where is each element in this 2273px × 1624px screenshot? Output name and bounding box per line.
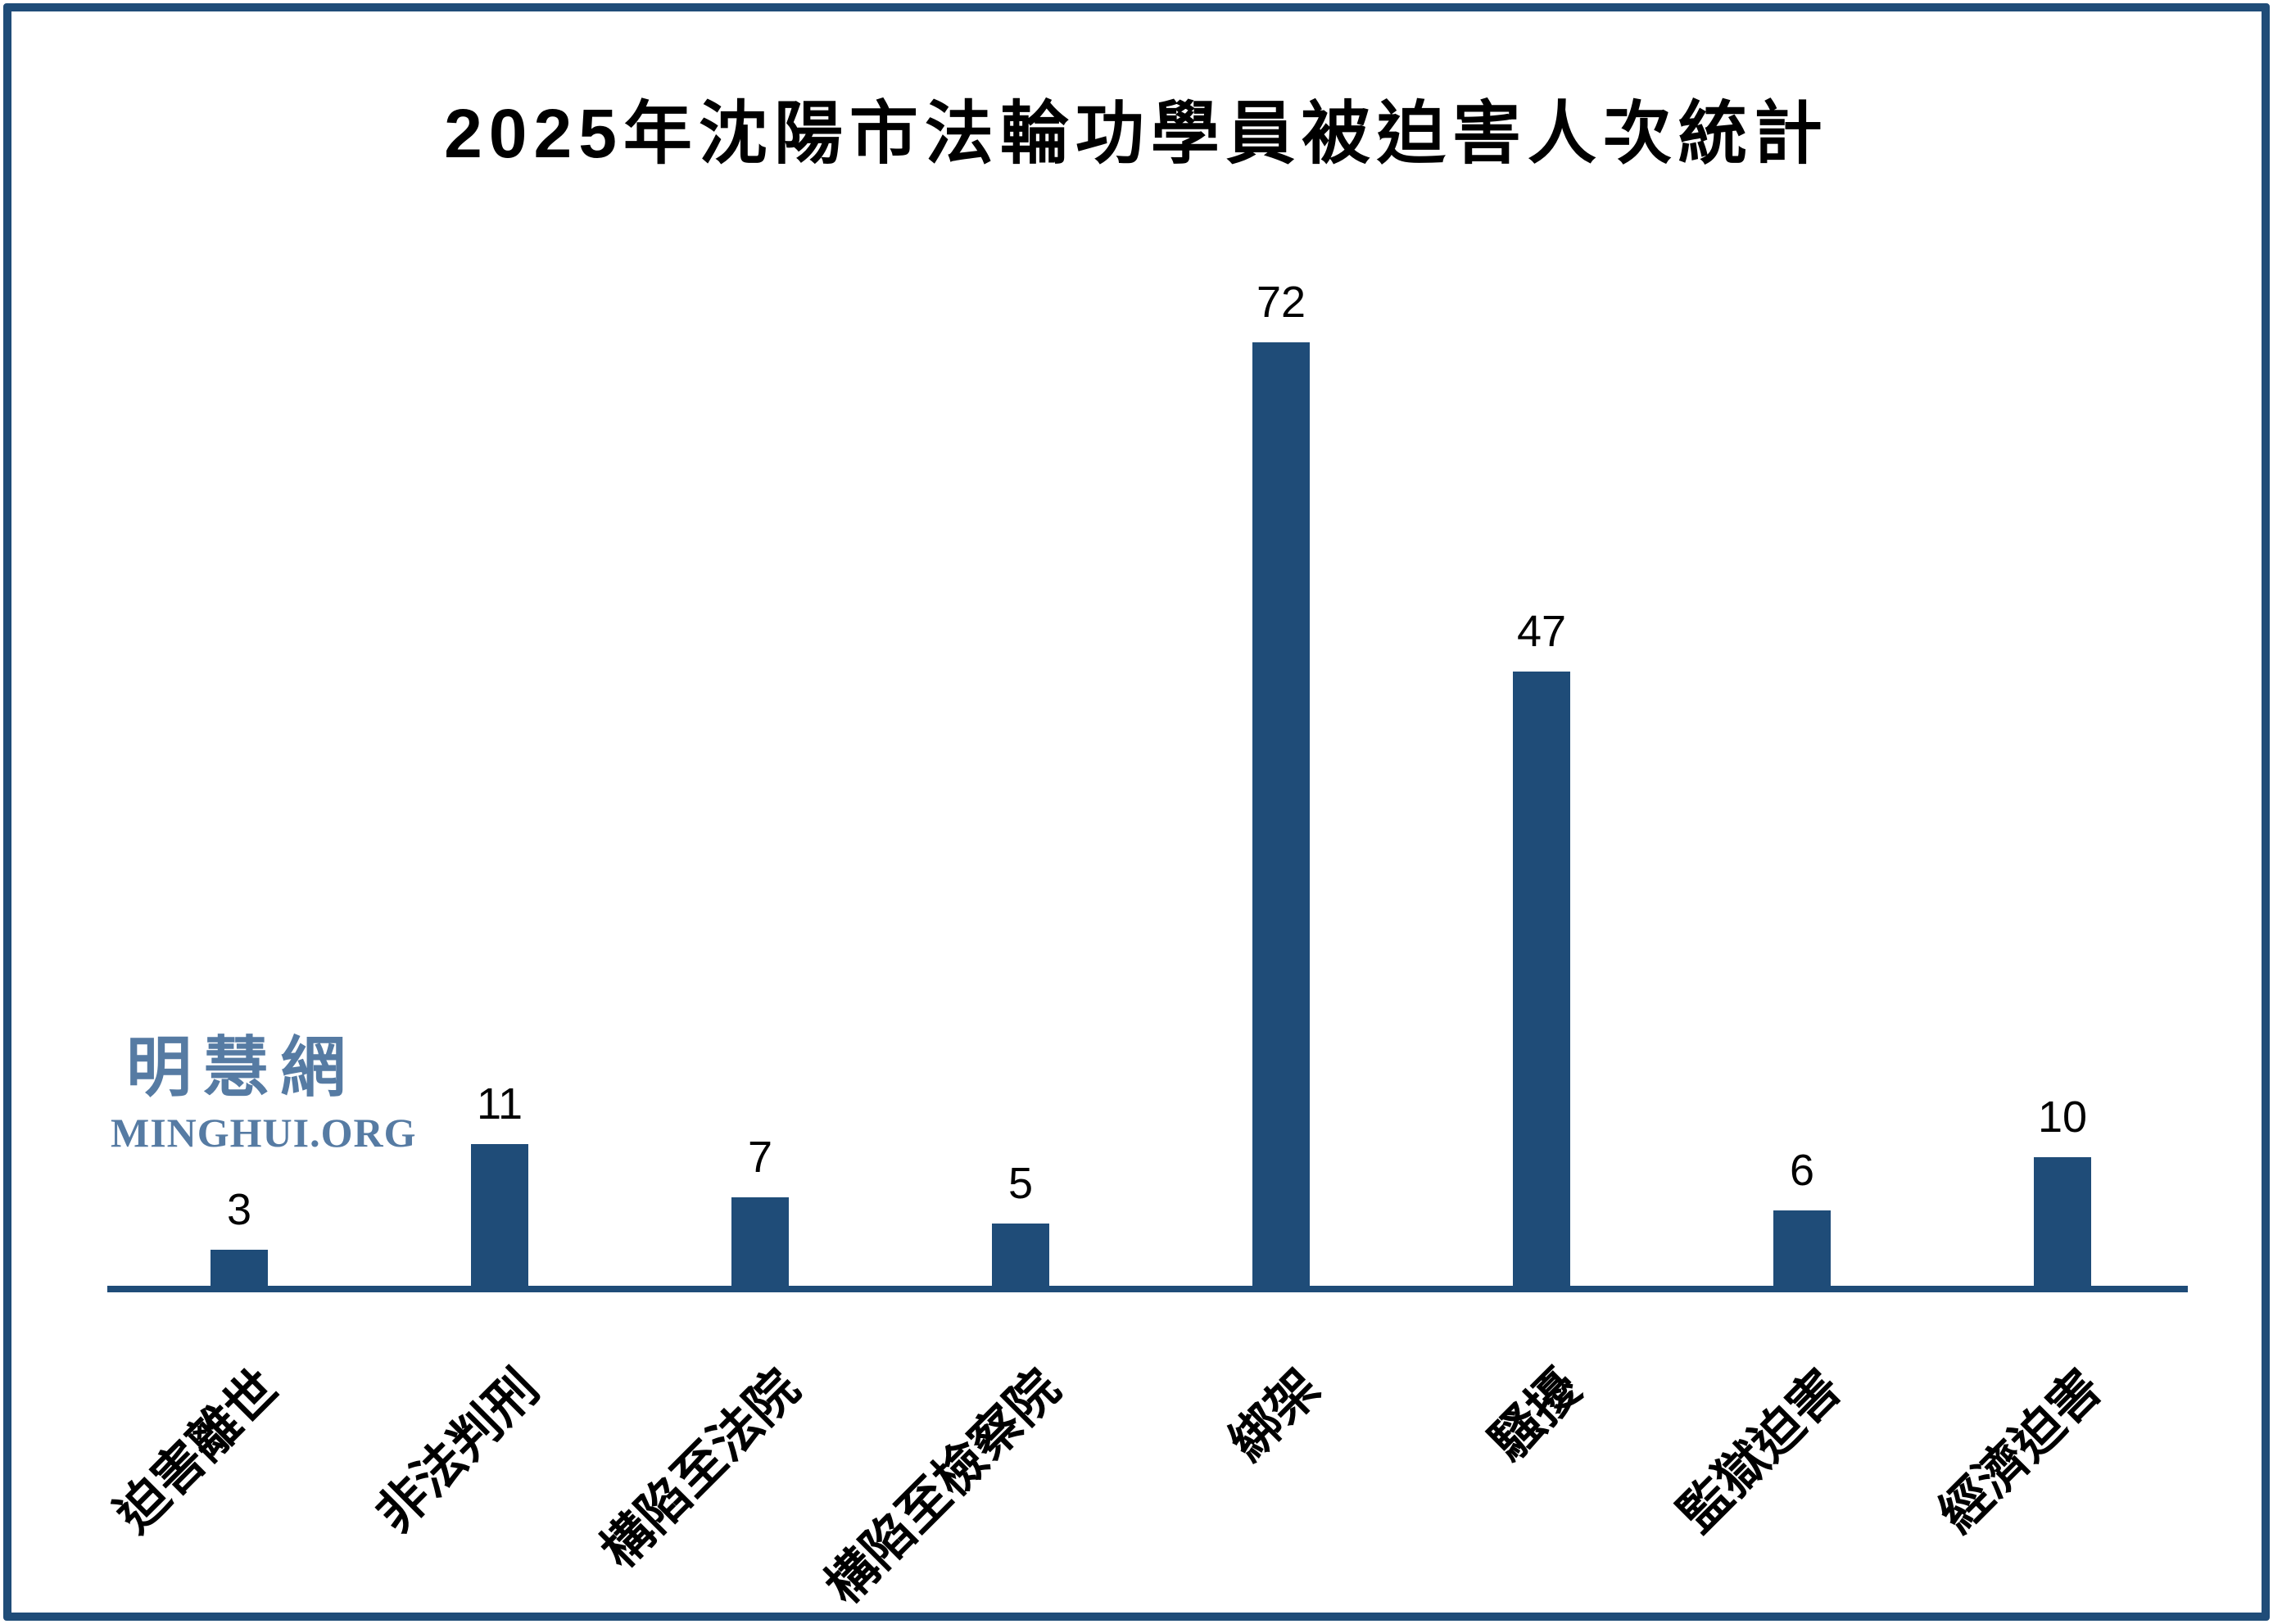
bar: [731, 1197, 789, 1289]
bar: [1252, 342, 1310, 1289]
bar-column: 7 構陷至法院: [591, 0, 890, 1624]
x-axis-label: 非法判刑: [365, 1359, 550, 1544]
watermark-latin-text: MINGHUI.ORG: [111, 1110, 417, 1156]
x-axis-label: 綁架: [1219, 1359, 1331, 1472]
x-axis-label: 經濟迫害: [1928, 1359, 2112, 1544]
bar-value-label: 72: [1256, 278, 1306, 327]
bar-value-label: 11: [476, 1079, 523, 1129]
watermark-chinese-text: 明慧網: [126, 1031, 357, 1104]
bar-value-label: 10: [2037, 1092, 2088, 1142]
bar-value-label: 7: [747, 1133, 773, 1182]
bar-column: 72 綁架: [1151, 0, 1411, 1624]
bar-value-label: 5: [1007, 1159, 1034, 1208]
bar-column: 47 騷擾: [1411, 0, 1672, 1624]
x-axis-label: 監獄迫害: [1668, 1359, 1852, 1544]
bar-value-label: 47: [1516, 607, 1567, 656]
bar: [211, 1250, 268, 1289]
x-axis-label: 迫害離世: [105, 1359, 289, 1544]
bar: [1513, 672, 1570, 1289]
minghui-watermark: 明慧網 MINGHUI.ORG: [111, 1031, 417, 1156]
bar-column: 5 構陷至檢察院: [815, 0, 1151, 1624]
bar-column: 6 監獄迫害: [1669, 0, 1932, 1624]
x-axis-label: 騷擾: [1479, 1359, 1592, 1472]
bar-value-label: 3: [226, 1185, 252, 1234]
bar: [2034, 1157, 2091, 1289]
bar: [1773, 1210, 1831, 1289]
bar: [992, 1224, 1049, 1289]
chart-title: 2025年沈陽市法輪功學員被迫害人次統計: [444, 95, 1829, 172]
plot-area: 3 迫害離世 11 非法判刑 7 構陷至法院 5 構陷至檢察院 72 綁架 47 騷擾 6 監獄迫害 10 經…: [106, 0, 2188, 1624]
bar-column: 11 非法判刑: [366, 0, 630, 1624]
bar-column: 10 經濟迫害: [1929, 0, 2193, 1624]
x-axis-line: [107, 1286, 2188, 1292]
bar-value-label: 6: [1789, 1146, 1815, 1195]
bar: [471, 1144, 528, 1289]
bar-column: 3 迫害離世: [106, 0, 369, 1624]
